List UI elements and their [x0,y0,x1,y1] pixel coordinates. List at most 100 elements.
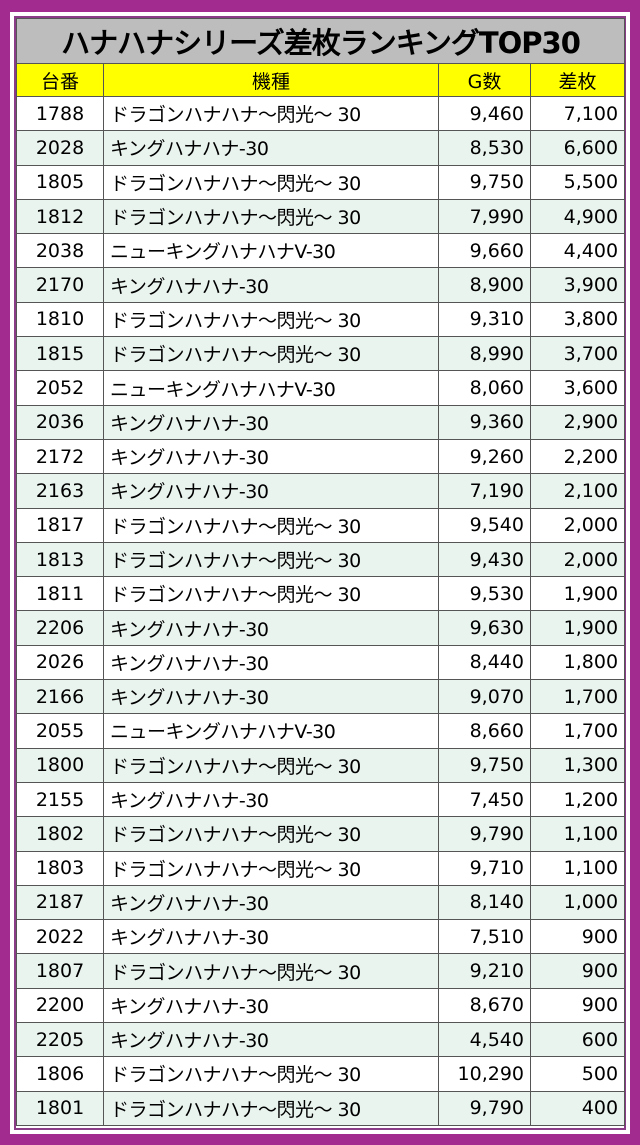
unit-number-cell: 2166 [16,679,104,715]
games-cell: 8,660 [438,713,531,749]
difference-cell: 3,700 [529,336,626,372]
table-row: 2038 ニューキングハナハナV-30 9,660 4,400 [16,233,626,269]
games-cell: 7,510 [438,919,531,955]
games-cell: 9,790 [438,816,531,852]
machine-cell: キングハナハナ-30 [103,473,439,509]
games-cell: 9,660 [438,233,531,269]
column-header-unit-number: 台番 [16,63,104,97]
unit-number-cell: 1803 [16,850,104,886]
difference-cell: 1,000 [529,884,626,921]
unit-number-cell: 2026 [16,644,104,681]
unit-number-cell: 2036 [16,404,104,440]
unit-number-cell: 2055 [16,713,104,749]
unit-number-cell: 2200 [16,987,104,1024]
machine-cell: キングハナハナ-30 [103,781,439,818]
unit-number-cell: 2205 [16,1022,104,1058]
games-cell: 8,670 [438,987,531,1024]
games-cell: 8,900 [438,267,531,303]
column-header-machine: 機種 [103,63,439,97]
games-cell: 9,710 [438,850,531,886]
difference-cell: 900 [529,987,626,1024]
table-row: 1806 ドラゴンハナハナ～閃光～ 30 10,290 500 [16,1056,626,1092]
machine-cell: キングハナハナ-30 [103,404,439,440]
unit-number-cell: 2163 [16,473,104,509]
difference-cell: 4,400 [529,233,626,269]
difference-cell: 2,900 [529,404,626,440]
games-cell: 10,290 [438,1056,531,1092]
games-cell: 4,540 [438,1022,531,1058]
machine-cell: キングハナハナ-30 [103,438,439,475]
table-title: ハナハナシリーズ差枚ランキングTOP30 [15,18,626,64]
machine-cell: ドラゴンハナハナ～閃光～ 30 [103,576,439,612]
unit-number-cell: 2172 [16,438,104,475]
machine-cell: ドラゴンハナハナ～閃光～ 30 [103,541,439,578]
difference-cell: 1,100 [529,816,626,852]
machine-cell: キングハナハナ-30 [103,267,439,303]
table-row: 2166 キングハナハナ-30 9,070 1,700 [16,679,626,715]
table-row: 2028 キングハナハナ-30 8,530 6,600 [16,130,626,166]
games-cell: 9,260 [438,438,531,475]
unit-number-cell: 1813 [16,541,104,578]
machine-cell: キングハナハナ-30 [103,644,439,681]
difference-cell: 3,800 [529,301,626,338]
machine-cell: キングハナハナ-30 [103,987,439,1024]
games-cell: 9,430 [438,541,531,578]
games-cell: 9,630 [438,610,531,646]
column-header-games: G数 [438,63,531,97]
difference-cell: 600 [529,1022,626,1058]
table-row: 1800 ドラゴンハナハナ～閃光～ 30 9,750 1,300 [16,747,626,783]
machine-cell: キングハナハナ-30 [103,1022,439,1058]
table-row: 1812 ドラゴンハナハナ～閃光～ 30 7,990 4,900 [16,198,626,235]
unit-number-cell: 2028 [16,130,104,166]
difference-cell: 3,600 [529,370,626,406]
unit-number-cell: 1810 [16,301,104,338]
machine-cell: キングハナハナ-30 [103,884,439,921]
table-row: 2036 キングハナハナ-30 9,360 2,900 [16,404,626,440]
machine-cell: ニューキングハナハナV-30 [103,370,439,406]
difference-cell: 400 [529,1090,626,1126]
unit-number-cell: 2155 [16,781,104,818]
table-row: 2163 キングハナハナ-30 7,190 2,100 [16,473,626,509]
unit-number-cell: 1788 [16,95,104,132]
table-row: 2026 キングハナハナ-30 8,440 1,800 [16,644,626,681]
games-cell: 9,360 [438,404,531,440]
games-cell: 9,750 [438,164,531,200]
unit-number-cell: 2206 [16,610,104,646]
ranking-table: ハナハナシリーズ差枚ランキングTOP30 台番 機種 G数 差枚 1788 ドラゴ… [15,18,626,1126]
machine-cell: ドラゴンハナハナ～閃光～ 30 [103,1090,439,1126]
games-cell: 8,060 [438,370,531,406]
games-cell: 9,530 [438,576,531,612]
machine-cell: キングハナハナ-30 [103,679,439,715]
machine-cell: キングハナハナ-30 [103,919,439,955]
unit-number-cell: 2187 [16,884,104,921]
unit-number-cell: 1815 [16,336,104,372]
table-row: 2022 キングハナハナ-30 7,510 900 [16,919,626,955]
table-row: 1805 ドラゴンハナハナ～閃光～ 30 9,750 5,500 [16,164,626,200]
unit-number-cell: 2038 [16,233,104,269]
difference-cell: 7,100 [529,95,626,132]
games-cell: 9,540 [438,507,531,543]
machine-cell: ドラゴンハナハナ～閃光～ 30 [103,301,439,338]
table-row: 2172 キングハナハナ-30 9,260 2,200 [16,438,626,475]
unit-number-cell: 2170 [16,267,104,303]
difference-cell: 5,500 [529,164,626,200]
unit-number-cell: 1800 [16,747,104,783]
difference-cell: 2,200 [529,438,626,475]
machine-cell: ドラゴンハナハナ～閃光～ 30 [103,816,439,852]
table-row: 2200 キングハナハナ-30 8,670 900 [16,987,626,1024]
games-cell: 7,990 [438,198,531,235]
machine-cell: ドラゴンハナハナ～閃光～ 30 [103,850,439,886]
table-row: 1801 ドラゴンハナハナ～閃光～ 30 9,790 400 [16,1090,626,1126]
table-row: 1817 ドラゴンハナハナ～閃光～ 30 9,540 2,000 [16,507,626,543]
table-row: 1788 ドラゴンハナハナ～閃光～ 30 9,460 7,100 [16,95,626,132]
machine-cell: ニューキングハナハナV-30 [103,233,439,269]
difference-cell: 500 [529,1056,626,1092]
unit-number-cell: 2022 [16,919,104,955]
games-cell: 8,530 [438,130,531,166]
machine-cell: ニューキングハナハナV-30 [103,713,439,749]
games-cell: 8,140 [438,884,531,921]
games-cell: 9,790 [438,1090,531,1126]
games-cell: 9,210 [438,953,531,989]
unit-number-cell: 1812 [16,198,104,235]
games-cell: 8,990 [438,336,531,372]
